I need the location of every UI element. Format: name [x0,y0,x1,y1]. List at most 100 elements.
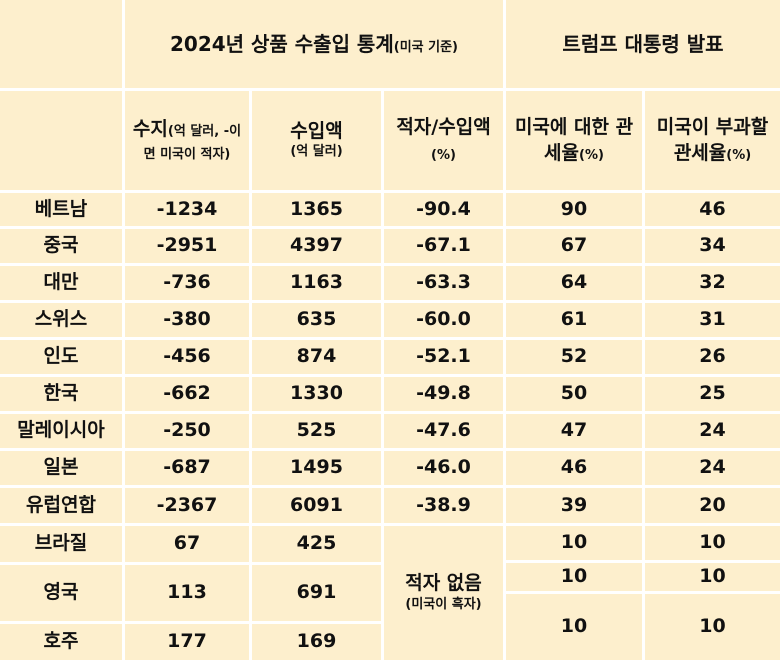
country-name: 유럽연합 [26,493,96,516]
tariff-on-us-value: 61 [560,308,588,331]
corner-cell [0,0,122,88]
balance-header-note: (억 달러, -이면 미국이 적자) [143,123,242,162]
balance-cell: -456 [125,340,249,374]
imports-value: 6091 [290,493,343,516]
tariff-on-us-value: 64 [560,271,588,294]
tariff-on-us-cell: 52 [506,340,642,374]
imports-value: 1330 [290,382,343,405]
balance-cell: -662 [125,377,249,411]
imports-value: 1163 [290,271,343,294]
balance-value: -380 [163,308,211,331]
ratio-value: -67.1 [416,234,471,257]
us-tariff-value: 26 [699,345,726,368]
no-deficit-note: (미국이 흑자) [405,596,482,612]
ratio-cell: -90.4 [384,193,503,226]
us-tariff-cell: 24 [645,451,780,485]
us-tariff-value: 46 [699,197,726,220]
country-cell: 유럽연합 [0,488,122,523]
balance-value: -2367 [156,493,218,516]
country-cell: 인도 [0,340,122,374]
deficit-ratio-header-text: 적자/수입액 (%) [390,115,497,166]
tariff-on-us-cell: 46 [506,451,642,485]
us-tariff-cell: 25 [645,377,780,411]
trade-stats-title: 2024년 상품 수출입 통계 [169,31,394,56]
ratio-value: -46.0 [416,456,471,479]
balance-value: 177 [167,630,207,653]
tariff-on-us-cell: 47 [506,414,642,448]
country-name: 말레이시아 [17,419,105,442]
tariff-on-us-cell: 61 [506,303,642,337]
tariff-on-us-value: 67 [560,234,588,257]
country-name: 대만 [43,271,79,294]
tariff-on-us-value: 52 [560,345,588,368]
tariff-on-us-value: 10 [560,531,588,554]
country-name: 한국 [43,382,79,405]
balance-value: 113 [167,581,207,604]
imports-cell: 169 [252,624,381,660]
imports-value: 525 [296,419,337,442]
imports-value: 1365 [290,197,343,220]
balance-cell: -736 [125,266,249,300]
us-tariff-value: 32 [699,271,726,294]
tariff-on-us-cell: 39 [506,488,642,523]
tariff-on-us-value: 10 [560,565,588,588]
imports-cell: 425 [252,526,381,562]
ratio-cell: -49.8 [384,377,503,411]
imports-value: 425 [296,532,337,555]
deficit-ratio-header-note: (%) [431,147,456,163]
country-name: 호주 [43,630,79,653]
us-tariff-header-note: (%) [726,147,752,163]
country-cell: 대만 [0,266,122,300]
balance-header: 수지(억 달러, -이면 미국이 적자) [125,91,249,190]
ratio-value: -47.6 [416,419,471,442]
balance-cell: 177 [125,624,249,660]
ratio-value: -63.3 [416,271,471,294]
imports-cell: 874 [252,340,381,374]
balance-cell: -250 [125,414,249,448]
ratio-cell: -47.6 [384,414,503,448]
ratio-cell: -52.1 [384,340,503,374]
deficit-ratio-header-main: 적자/수입액 [396,115,491,138]
balance-value: -250 [163,419,211,442]
trump-announcement-title: 트럼프 대통령 발표 [562,31,724,56]
us-tariff-header-main: 미국이 부과할 관세율 [656,115,769,164]
balance-cell: -687 [125,451,249,485]
tariff-on-us-cell: 67 [506,229,642,263]
tariff-on-us-cell: 64 [506,266,642,300]
tariff-on-us-header-note: (%) [579,147,604,163]
us-tariff-value: 24 [699,419,726,442]
imports-cell: 1163 [252,266,381,300]
tariff-on-us-cell: 10 [506,526,642,560]
imports-header-main: 수입액 [290,120,343,143]
balance-value: -662 [163,382,211,405]
imports-value: 874 [296,345,337,368]
imports-cell: 4397 [252,229,381,263]
balance-cell: -2951 [125,229,249,263]
tariff-on-us-cell: 50 [506,377,642,411]
us-tariff-cell: 10 [645,526,780,560]
no-deficit-merged-cell: 적자 없음 (미국이 흑자) [384,526,503,660]
tariff-on-us-value: 46 [560,456,588,479]
tariff-on-us-cell: 90 [506,193,642,226]
balance-value: -1234 [156,197,218,220]
tariff-on-us-value: 47 [560,419,588,442]
us-tariff-cell: 24 [645,414,780,448]
us-tariff-value: 10 [699,565,726,588]
imports-cell: 635 [252,303,381,337]
tariff-on-us-cell: 10 [506,563,642,591]
country-name: 인도 [43,345,79,368]
trade-stats-note: (미국 기준) [393,39,458,55]
country-name: 브라질 [34,532,88,555]
us-tariff-value: 20 [699,493,726,516]
us-tariff-header: 미국이 부과할 관세율(%) [645,91,780,190]
balance-cell: 67 [125,526,249,562]
imports-cell: 691 [252,565,381,621]
us-tariff-cell: 46 [645,193,780,226]
trump-announcement-group-header: 트럼프 대통령 발표 [506,0,780,88]
balance-cell: -2367 [125,488,249,523]
us-tariff-cell: 31 [645,303,780,337]
us-tariff-value: 34 [699,234,726,257]
tariff-on-us-value: 10 [560,615,588,638]
balance-value: -456 [163,345,211,368]
